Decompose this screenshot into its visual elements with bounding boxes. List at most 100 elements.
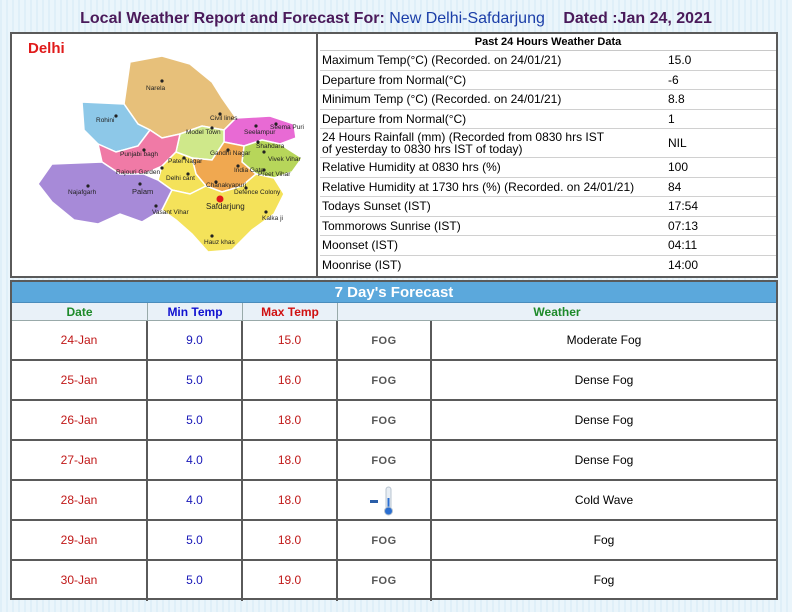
- forecast-header-row: Date Min Temp Max Temp Weather: [12, 303, 776, 321]
- past-row-rh-0830: Relative Humidity at 0830 hrs (%) 100: [320, 158, 776, 178]
- map-label-shahdara: Shahdara: [256, 143, 285, 150]
- forecast-date: 30-Jan: [12, 561, 148, 601]
- map-label-patel-nagar: Patel Nagar: [168, 158, 203, 165]
- past-row-moonrise: Moonrise (IST) 14:00: [320, 256, 776, 276]
- past-value: 14:00: [668, 258, 699, 273]
- delhi-district-map: Narela Rohini Civil lines Model Town See…: [12, 34, 318, 276]
- map-label-delhi-cant: Delhi cant: [166, 175, 195, 182]
- fog-icon: FOG: [371, 575, 397, 587]
- past-label: Moonset (IST): [322, 238, 399, 253]
- fog-icon: FOG: [371, 535, 397, 547]
- map-label-preet-vihar: Preet Vihar: [258, 171, 291, 178]
- forecast-icon-cell: [338, 481, 432, 519]
- past-value: 07:13: [668, 218, 699, 233]
- map-label-vivek-vihar: Vivek Vihar: [268, 156, 301, 163]
- map-label-civil-lines: Civil lines: [210, 115, 238, 122]
- forecast-row: 26-Jan 5.0 18.0 FOG Dense Fog: [12, 401, 776, 441]
- current-weather-panel: Narela Rohini Civil lines Model Town See…: [10, 32, 778, 278]
- past-row-sunrise: Tommorows Sunrise (IST) 07:13: [320, 217, 776, 236]
- forecast-max-temp: 18.0: [243, 441, 338, 479]
- forecast-weather-desc: Cold Wave: [574, 493, 634, 507]
- past-value: NIL: [668, 136, 687, 150]
- forecast-icon-cell: FOG: [338, 401, 432, 439]
- past-label: Todays Sunset (IST): [322, 199, 431, 214]
- station-name: New Delhi-Safdarjung: [389, 10, 545, 27]
- forecast-icon-cell: FOG: [338, 321, 432, 359]
- forecast-body: 24-Jan 9.0 15.0 FOG Moderate Fog 25-Jan 5.0 16.…: [12, 321, 776, 601]
- forecast-min-temp: 9.0: [148, 321, 243, 359]
- thermometer-cold-icon: [364, 484, 404, 518]
- map-labels: Narela Rohini Civil lines Model Town See…: [68, 85, 304, 246]
- forecast-date: 27-Jan: [12, 441, 148, 479]
- forecast-row: 28-Jan 4.0 18.0 Cold Wave: [12, 481, 776, 521]
- forecast-date: 28-Jan: [12, 481, 148, 519]
- fog-icon: FOG: [371, 415, 397, 427]
- past-label: Departure from Normal(°C): [322, 111, 467, 126]
- forecast-max-temp: 15.0: [243, 321, 338, 359]
- forecast-weather-desc: Dense Fog: [574, 373, 634, 387]
- past-value: 04:11: [668, 238, 698, 253]
- header-min-temp: Min Temp: [148, 303, 243, 320]
- map-location-dots: [86, 79, 278, 238]
- rainfall-label-line2: of yesterday to 0830 hrs IST of today): [322, 142, 523, 156]
- title-prefix: Local Weather Report and Forecast For:: [80, 10, 385, 27]
- map-label-seema-puri: Seema Puri: [270, 124, 304, 131]
- map-label-model-town: Model Town: [186, 129, 221, 136]
- forecast-date: 26-Jan: [12, 401, 148, 439]
- forecast-weather-desc: Fog: [593, 573, 615, 587]
- map-label-chanakyapuri: Chanakyapuri: [206, 182, 246, 189]
- forecast-min-temp: 4.0: [148, 481, 243, 519]
- map-label-seelampur: Seelampur: [244, 129, 276, 136]
- forecast-max-temp: 19.0: [243, 561, 338, 601]
- map-label-punjabi-bagh: Punjabi bagh: [120, 151, 158, 158]
- map-label-narela: Narela: [146, 85, 166, 92]
- safdarjung-marker-icon: [216, 195, 224, 203]
- forecast-max-temp: 18.0: [243, 521, 338, 559]
- forecast-max-temp: 18.0: [243, 401, 338, 439]
- past-value: 1: [668, 111, 675, 126]
- past-row-min-temp: Minimum Temp (°C) (Recorded. on 24/01/21…: [320, 90, 776, 110]
- map-label-rajouri-garden: Rajouri Garden: [116, 169, 160, 176]
- forecast-icon-cell: FOG: [338, 521, 432, 559]
- forecast-min-temp: 5.0: [148, 401, 243, 439]
- forecast-min-temp: 5.0: [148, 521, 243, 559]
- map-region-south: [161, 173, 285, 253]
- page-title: Local Weather Report and Forecast For: N…: [0, 10, 792, 32]
- past-row-rh-1730: Relative Humidity at 1730 hrs (%) (Recor…: [320, 178, 776, 197]
- delhi-map-graphic: Narela Rohini Civil lines Model Town See…: [37, 55, 304, 253]
- map-label-vasant-vihar: Vasant Vihar: [152, 209, 189, 216]
- past-value: 84: [668, 179, 682, 194]
- past-label: Minimum Temp (°C) (Recorded. on 24/01/21…: [322, 92, 562, 107]
- fog-icon: FOG: [371, 455, 397, 467]
- forecast-row: 30-Jan 5.0 19.0 FOG Fog: [12, 561, 776, 601]
- forecast-min-temp: 5.0: [148, 561, 243, 601]
- forecast-weather-desc: Fog: [593, 533, 615, 547]
- forecast-max-temp: 16.0: [243, 361, 338, 399]
- map-label-india-gate: India Gate: [234, 167, 264, 174]
- past-row-min-departure: Departure from Normal(°C) 1: [320, 110, 776, 129]
- forecast-weather-desc: Dense Fog: [574, 413, 634, 427]
- header-max-temp: Max Temp: [243, 303, 338, 320]
- past-label: Departure from Normal(°C): [322, 72, 467, 87]
- past-label: 24 Hours Rainfall (mm) (Recorded from 08…: [320, 131, 668, 155]
- seven-day-forecast-table: 7 Day's Forecast Date Min Temp Max Temp …: [10, 280, 778, 601]
- map-region-southwest: [37, 161, 173, 225]
- forecast-date: 25-Jan: [12, 361, 148, 399]
- past-value: 17:54: [668, 199, 699, 214]
- past-value: -6: [668, 72, 679, 87]
- header-date: Date: [12, 303, 148, 320]
- map-label-kalkaji: Kalka ji: [262, 215, 283, 222]
- past-value: 100: [668, 160, 689, 175]
- forecast-min-temp: 4.0: [148, 441, 243, 479]
- forecast-title: 7 Day's Forecast: [12, 282, 776, 303]
- map-label-defence-colony: Defence Colony: [234, 189, 281, 196]
- past-label: Relative Humidity at 1730 hrs (%) (Recor…: [322, 179, 635, 194]
- forecast-weather-desc: Dense Fog: [574, 453, 634, 467]
- report-date: Dated :Jan 24, 2021: [563, 10, 712, 27]
- past-24h-table: Past 24 Hours Weather Data Maximum Temp(…: [320, 34, 776, 276]
- past-row-moonset: Moonset (IST) 04:11: [320, 236, 776, 256]
- past-label: Moonrise (IST): [322, 258, 402, 273]
- forecast-icon-cell: FOG: [338, 441, 432, 479]
- past-row-sunset: Todays Sunset (IST) 17:54: [320, 197, 776, 217]
- map-label-safdarjung: Safdarjung: [206, 202, 245, 211]
